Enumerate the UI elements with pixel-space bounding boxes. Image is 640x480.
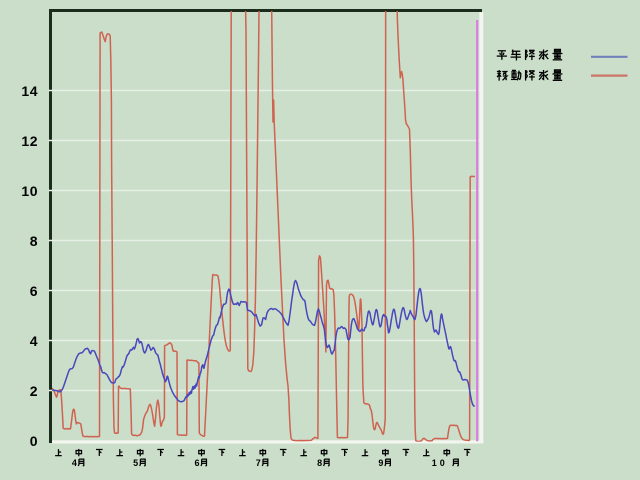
svg-text:12: 12 <box>21 133 38 149</box>
svg-text:7: 7 <box>256 458 261 468</box>
svg-text:6: 6 <box>30 283 38 299</box>
svg-text:2: 2 <box>30 383 38 399</box>
svg-text:6: 6 <box>194 458 199 468</box>
svg-text:8: 8 <box>30 233 38 249</box>
svg-text:10: 10 <box>21 183 38 199</box>
svg-text:8: 8 <box>317 458 322 468</box>
svg-text:4: 4 <box>72 458 77 468</box>
svg-text:0: 0 <box>30 433 38 449</box>
svg-text:10: 10 <box>432 458 448 468</box>
svg-text:4: 4 <box>30 333 38 349</box>
svg-text:5: 5 <box>133 458 138 468</box>
svg-text:9: 9 <box>378 458 383 468</box>
svg-text:14: 14 <box>21 83 38 99</box>
